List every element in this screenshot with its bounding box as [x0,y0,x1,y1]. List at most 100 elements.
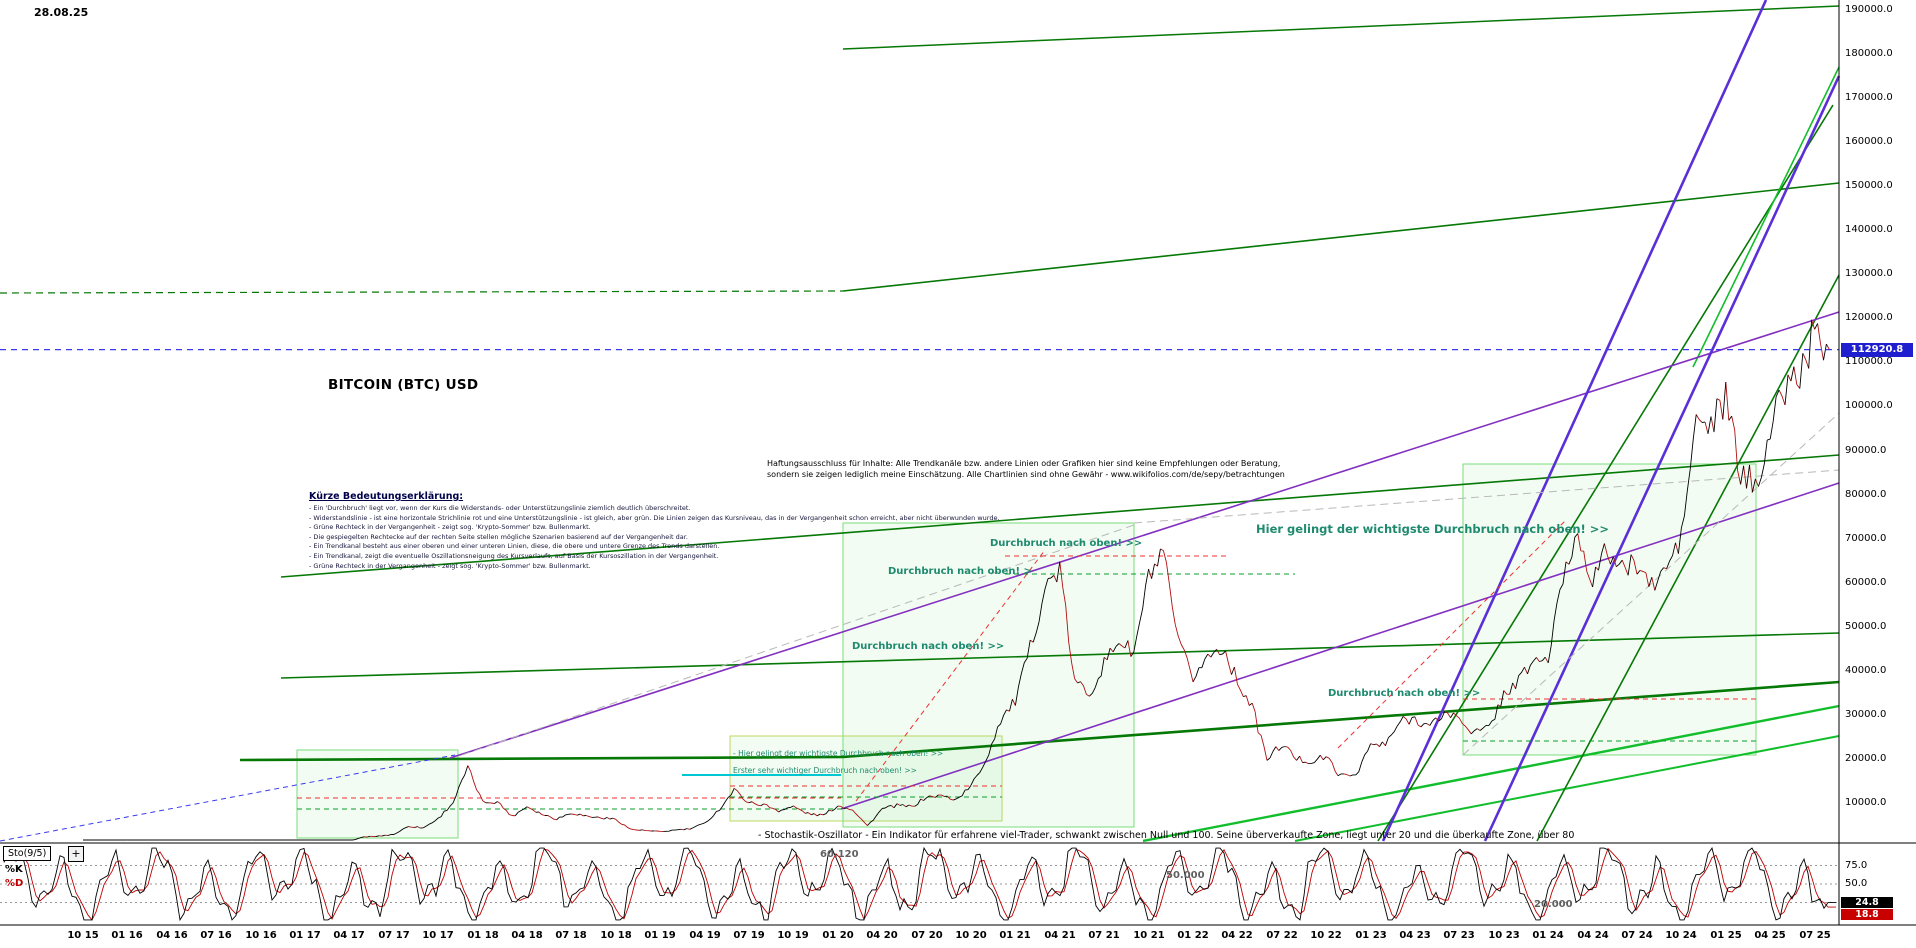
x-axis-tick: 01 25 [1710,930,1742,941]
x-axis-tick: 07 19 [733,930,765,941]
x-axis-tick: 04 16 [156,930,188,941]
x-axis-tick: 04 18 [511,930,543,941]
x-axis-tick: 04 25 [1754,930,1786,941]
ghost-price-label: 60.120 [820,849,859,860]
annotation-text: Durchbruch nach oben! >> [990,538,1143,549]
stochastic-k-badge: 24.8 [1841,897,1893,908]
x-axis-tick: 01 19 [644,930,676,941]
legend-line: - Grüne Rechteck in der Vergangenheit - … [309,561,591,570]
x-axis-tick: 01 22 [1177,930,1209,941]
ghost-price-label: 20.000 [1534,899,1573,910]
legend-line: - Grüne Rechteck in der Vergangenheit - … [309,523,591,532]
annotation-text: Durchbruch nach oben! >> [1328,688,1481,699]
x-axis-tick: 10 19 [777,930,809,941]
x-axis-tick: 01 24 [1532,930,1564,941]
x-axis-tick: 07 22 [1266,930,1298,941]
x-axis-tick: 10 16 [245,930,277,941]
indicator-label[interactable]: Sto(9/5) [3,846,52,861]
x-axis-tick: 04 19 [689,930,721,941]
disclaimer: Haftungsausschluss für Inhalte: Alle Tre… [767,459,1285,480]
ghost-price-label: 50.000 [1166,870,1205,881]
x-axis-tick: 10 20 [955,930,987,941]
k-series-label: %K [5,864,23,875]
x-axis-tick: 07 24 [1621,930,1653,941]
y-axis-tick: 90000.0 [1845,445,1887,456]
chart-title: BITCOIN (BTC) USD [328,377,479,393]
date-label: 28.08.25 [34,6,89,19]
x-axis-tick: 01 21 [999,930,1031,941]
annotation-text: - Hier gelingt der wichtigste Durchbruch… [733,749,944,758]
plus-icon: + [71,847,81,860]
x-axis-tick: 04 20 [866,930,898,941]
trend-lines [0,0,1841,843]
legend-line: - Ein Trendkanal, zeigt die eventuelle O… [309,551,719,560]
legend-line: - Ein Trendkanal besteht aus einer obere… [309,542,720,551]
x-axis-tick: 01 18 [467,930,499,941]
annotation-text: Erster sehr wichtiger Durchbruch nach ob… [733,766,917,775]
x-axis-tick: 04 23 [1399,930,1431,941]
oscillator-axis-tick: 50.0 [1845,878,1868,889]
x-axis-tick: 07 17 [378,930,410,941]
x-axis-tick: 01 23 [1355,930,1387,941]
oscillator-axis-tick: 75.0 [1845,860,1868,871]
y-axis-tick: 70000.0 [1845,533,1887,544]
x-axis-tick: 01 16 [111,930,143,941]
d-series-label: %D [5,878,24,889]
y-axis-tick: 130000.0 [1845,268,1893,279]
y-axis-tick: 80000.0 [1845,489,1887,500]
x-axis-tick: 04 17 [333,930,365,941]
x-axis-tick: 04 21 [1044,930,1076,941]
x-axis-tick: 01 20 [822,930,854,941]
y-axis-tick: 120000.0 [1845,312,1893,323]
y-axis-tick: 50000.0 [1845,621,1887,632]
x-axis-tick: 07 23 [1443,930,1475,941]
x-axis-tick: 10 15 [67,930,99,941]
y-axis-tick: 30000.0 [1845,709,1887,720]
y-axis-tick: 180000.0 [1845,48,1893,59]
y-axis-tick: 190000.0 [1845,4,1893,15]
legend-line: - Ein 'Durchbruch' liegt vor, wenn der K… [309,504,691,512]
oscillator-grid [0,865,1839,903]
x-axis-tick: 04 24 [1577,930,1609,941]
y-axis-tick: 160000.0 [1845,136,1893,147]
x-axis-tick: 07 25 [1799,930,1831,941]
stochastic-series [3,846,1836,922]
legend-block: Kürze Bedeutungserklärung: - Ein 'Durchb… [309,491,1000,571]
annotation-text: Durchbruch nach oben! > [888,566,1032,577]
y-axis-tick: 20000.0 [1845,753,1887,764]
y-axis-tick: 150000.0 [1845,180,1893,191]
oscillator-note: - Stochastik-Oszillator - Ein Indikator … [758,830,1575,841]
legend-line: - Die gespiegelten Rechtecke auf der rec… [309,532,688,541]
y-axis-tick: 170000.0 [1845,92,1893,103]
annotation-text: Durchbruch nach oben! >> [852,641,1005,652]
y-axis-tick: 60000.0 [1845,577,1887,588]
x-axis-tick: 07 20 [911,930,943,941]
disclaimer-line: sondern sie zeigen lediglich meine Einsc… [767,469,1285,479]
x-axis-tick: 10 21 [1133,930,1165,941]
x-axis-tick: 07 18 [555,930,587,941]
price-series [83,319,1830,841]
x-axis-tick: 07 21 [1088,930,1120,941]
current-price-badge: 112920.8 [1841,343,1913,357]
y-axis-tick: 100000.0 [1845,400,1893,411]
disclaimer-line: Haftungsausschluss für Inhalte: Alle Tre… [767,459,1281,468]
y-axis-tick: 40000.0 [1845,665,1887,676]
x-axis-tick: 10 24 [1665,930,1697,941]
x-axis-tick: 01 17 [289,930,321,941]
x-axis-tick: 10 22 [1310,930,1342,941]
legend-line: - Widerstandslinie - ist eine horizontal… [309,513,1000,522]
x-axis-tick: 10 18 [600,930,632,941]
x-axis-tick: 10 23 [1488,930,1520,941]
x-axis-tick: 10 17 [422,930,454,941]
legend-heading: Kürze Bedeutungserklärung: [309,491,464,502]
panel-borders [0,0,1916,926]
y-axis-tick: 140000.0 [1845,224,1893,235]
indicator-settings-button[interactable]: + [68,846,84,862]
annotation-text: Hier gelingt der wichtigste Durchbruch n… [1256,522,1610,536]
y-axis-tick: 110000.0 [1845,356,1893,367]
stochastic-d-badge: 18.8 [1841,909,1893,920]
x-axis-tick: 07 16 [200,930,232,941]
y-axis-tick: 10000.0 [1845,797,1887,808]
